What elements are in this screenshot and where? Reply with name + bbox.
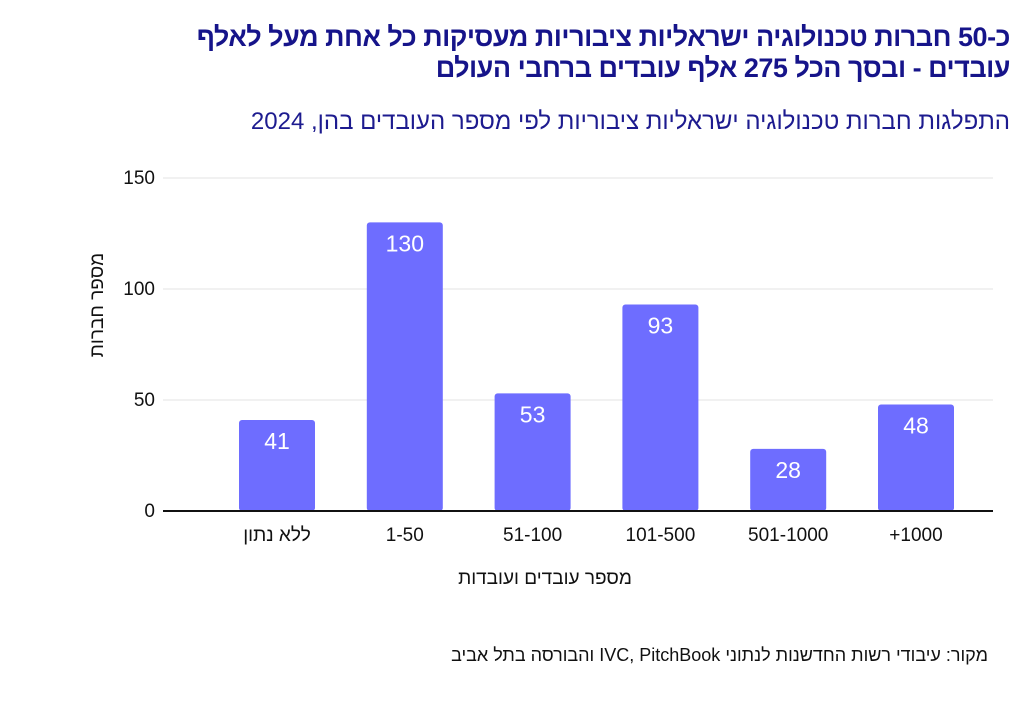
title-line-1: כ-50 חברות טכנולוגיה ישראליות ציבוריות מ… (196, 22, 1011, 52)
x-tick-label: 1-50 (386, 525, 424, 546)
bar-value-label: 130 (386, 230, 424, 256)
bar-value-label: 48 (903, 412, 929, 438)
bar-value-label: 93 (648, 313, 674, 339)
bar-value-label: 41 (264, 428, 290, 454)
bar-value-label: 53 (520, 401, 546, 427)
x-tick-label: 501-1000 (748, 525, 828, 546)
y-axis-label: מספר חברות (87, 253, 108, 357)
y-tick-label: 150 (123, 168, 155, 189)
bar (878, 404, 954, 511)
chart-title: כ-50 חברות טכנולוגיה ישראליות ציבוריות מ… (10, 22, 1011, 84)
bar (750, 448, 827, 511)
title-line-2: עובדים - ובסך הכל 275 אלף עובדים ברחבי ה… (435, 53, 1011, 83)
bar (366, 222, 443, 511)
bar (622, 304, 699, 511)
x-tick-label: 1000+ (889, 525, 942, 546)
source-note: מקור: עיבודי רשות החדשנות לנתוני IVC, Pi… (451, 645, 988, 665)
bar (494, 393, 571, 511)
x-tick-label: 101-500 (626, 525, 696, 546)
x-axis-label: מספר עובדים ועובדות (458, 568, 632, 589)
bar (239, 419, 315, 511)
y-tick-label: 0 (144, 501, 155, 522)
chart-subtitle: התפלגות חברות טכנולוגיה ישראליות ציבוריו… (250, 108, 1010, 135)
x-tick-label: ללא נתון (243, 525, 311, 546)
x-tick-label: 51-100 (503, 525, 562, 546)
y-tick-label: 100 (123, 279, 155, 300)
bar-value-label: 28 (775, 457, 801, 483)
y-tick-label: 50 (134, 390, 155, 411)
